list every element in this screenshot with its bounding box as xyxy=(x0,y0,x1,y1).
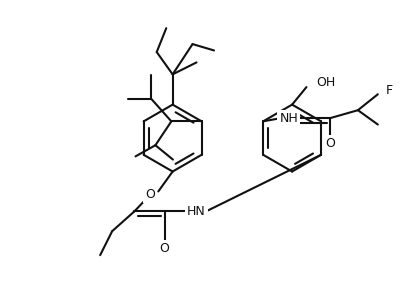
Text: O: O xyxy=(160,242,170,255)
Text: NH: NH xyxy=(279,112,298,125)
Text: HN: HN xyxy=(187,205,206,218)
Text: O: O xyxy=(325,137,335,150)
Text: O: O xyxy=(146,188,155,201)
Text: F: F xyxy=(386,84,393,97)
Text: OH: OH xyxy=(316,76,335,89)
